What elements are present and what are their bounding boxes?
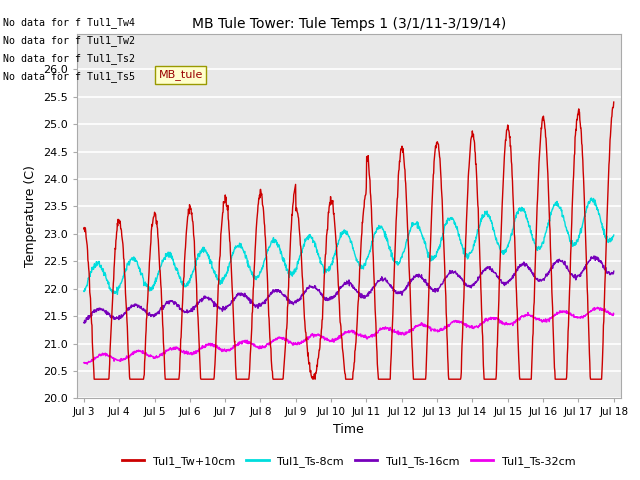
Text: No data for f Tul1_Tw2: No data for f Tul1_Tw2 — [3, 35, 135, 46]
Text: No data for f Tul1_Ts5: No data for f Tul1_Ts5 — [3, 72, 135, 83]
Title: MB Tule Tower: Tule Temps 1 (3/1/11-3/19/14): MB Tule Tower: Tule Temps 1 (3/1/11-3/19… — [191, 17, 506, 31]
X-axis label: Time: Time — [333, 423, 364, 436]
Text: No data for f Tul1_Tw4: No data for f Tul1_Tw4 — [3, 17, 135, 28]
Text: No data for f Tul1_Ts2: No data for f Tul1_Ts2 — [3, 53, 135, 64]
Legend: Tul1_Tw+10cm, Tul1_Ts-8cm, Tul1_Ts-16cm, Tul1_Ts-32cm: Tul1_Tw+10cm, Tul1_Ts-8cm, Tul1_Ts-16cm,… — [118, 451, 580, 471]
Y-axis label: Temperature (C): Temperature (C) — [24, 165, 37, 267]
Text: MB_tule: MB_tule — [158, 70, 203, 80]
